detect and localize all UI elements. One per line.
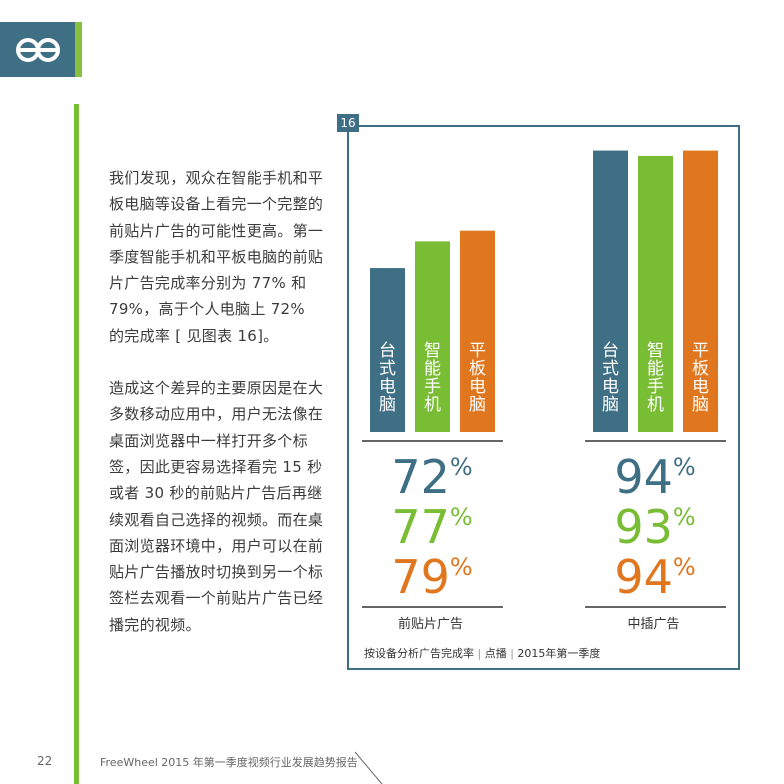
- bar-label-char: 平: [692, 341, 709, 361]
- bar-preroll-0: [370, 268, 405, 432]
- paragraph-2: 造成这个差异的主要原因是在大多数移动应用中，用户无法像在桌面浏览器中一样打开多个…: [109, 379, 324, 634]
- percent-label: 72%: [391, 450, 472, 504]
- bar-label-char: 脑: [602, 395, 619, 415]
- percent-label: 77%: [391, 500, 472, 554]
- bar-midroll-0: [593, 150, 628, 432]
- chart-frame: [347, 125, 740, 670]
- bar-label-char: 板: [692, 359, 709, 379]
- bar-label-char: 板: [469, 359, 486, 379]
- category-label-preroll: 前贴片广告: [398, 616, 463, 632]
- percent-label: 79%: [391, 550, 472, 604]
- bar-label-char: 电: [692, 377, 709, 397]
- chart-caption: 按设备分析广告完成率 | 点播 | 2015年第一季度: [364, 646, 600, 660]
- bar-label-char: 电: [469, 377, 486, 397]
- freewheel-logo: [0, 22, 82, 77]
- footer-title: FreeWheel 2015 年第一季度视频行业发展趋势报告: [100, 756, 358, 769]
- bar-label-char: 式: [602, 359, 619, 379]
- bar-label-char: 脑: [692, 395, 709, 415]
- body-text: 我们发现，观众在智能手机和平板电脑等设备上看完一个完整的前贴片广告的可能性更高。…: [109, 165, 324, 664]
- bar-label-char: 电: [602, 377, 619, 397]
- bar-label-char: 平: [469, 341, 486, 361]
- percent-label: 93%: [614, 500, 695, 554]
- bar-label-char: 脑: [379, 395, 396, 415]
- page-number: 22: [37, 754, 53, 768]
- bar-label-char: 手: [647, 377, 664, 397]
- bar-midroll-2: [683, 150, 718, 432]
- category-label-midroll: 中插广告: [627, 617, 679, 632]
- percent-label: 94%: [614, 550, 695, 604]
- green-side-bar: [74, 104, 79, 784]
- bar-label-char: 脑: [469, 395, 486, 415]
- freewheel-logo-icon: [15, 37, 60, 62]
- bar-label-char: 机: [647, 395, 664, 415]
- bar-label-char: 智: [424, 341, 441, 361]
- bar-label-char: 智: [647, 341, 664, 361]
- bar-preroll-2: [460, 230, 495, 432]
- figure-number: 16: [337, 114, 359, 132]
- bar-label-char: 机: [424, 395, 441, 415]
- bar-label-char: 能: [647, 359, 664, 379]
- paragraph-1: 我们发现，观众在智能手机和平板电脑等设备上看完一个完整的前贴片广告的可能性更高。…: [109, 169, 324, 345]
- bar-label-char: 台: [379, 341, 396, 361]
- bar-label-char: 台: [602, 341, 619, 361]
- bar-label-char: 能: [424, 359, 441, 379]
- bar-preroll-1: [415, 241, 450, 432]
- bar-label-char: 式: [379, 359, 396, 379]
- bar-label-char: 手: [424, 377, 441, 397]
- bar-midroll-1: [638, 155, 673, 432]
- bar-label-char: 电: [379, 377, 396, 397]
- percent-label: 94%: [614, 450, 695, 504]
